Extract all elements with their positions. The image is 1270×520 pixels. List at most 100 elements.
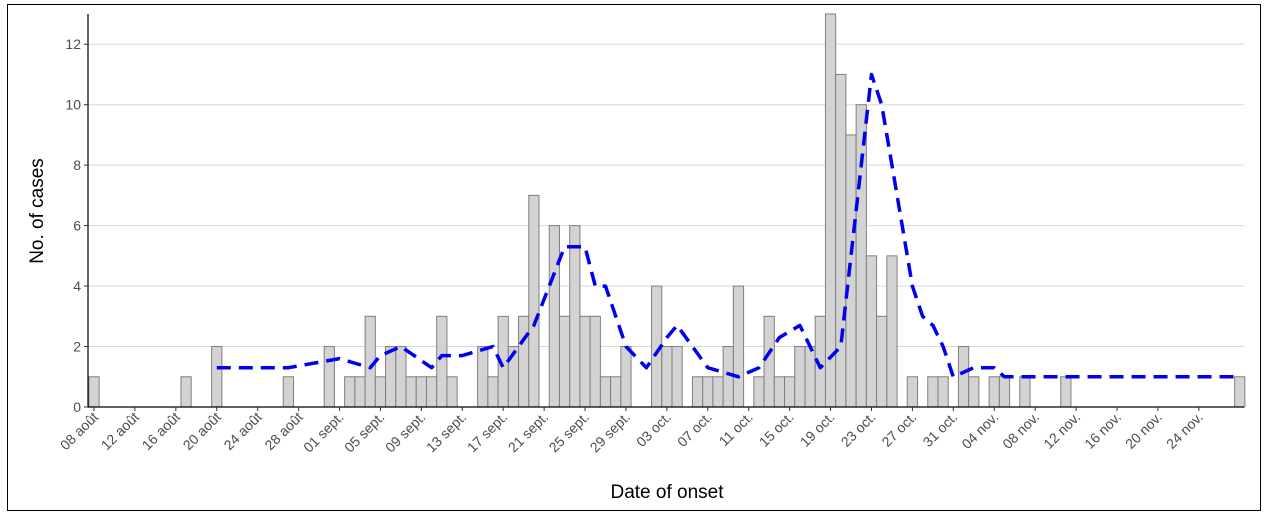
bar [691,376,704,408]
bar [712,376,724,408]
bar [865,255,878,408]
bar [385,346,397,408]
bar [487,376,499,408]
x-tick-label: 29 sept. [587,409,634,456]
bar [773,376,786,408]
bar [548,225,560,408]
bar [886,255,898,408]
chart-frame [7,4,1261,511]
bar [599,376,612,408]
bar [620,346,632,408]
bar [906,376,919,408]
bar [794,346,806,408]
y-tick-label: 12 [65,36,81,52]
bar [722,346,734,408]
bar [374,376,387,408]
x-tick-label: 20 août [180,409,224,453]
x-tick-label: 08 août [57,409,101,453]
bar [937,376,949,408]
x-tick-label: 25 sept. [546,409,593,456]
x-tick-label: 27 oct. [878,409,919,450]
x-tick-label: 20 nov. [1122,409,1165,452]
bar [518,315,530,408]
y-tick-label: 10 [65,97,81,113]
bar [988,376,1000,408]
bar [927,376,939,408]
x-tick-label: 11 oct. [716,409,756,449]
bar [282,376,294,408]
y-tick-label: 0 [73,399,81,415]
moving-average-line [216,72,1240,379]
bar [436,315,448,408]
bar [661,346,673,408]
y-tick-label: 6 [73,218,81,234]
bar [528,194,540,408]
bar [876,315,888,408]
x-tick-label: 16 août [139,409,183,453]
bar [1019,376,1031,408]
x-tick-label: 08 nov. [999,409,1042,452]
y-tick-label: 8 [73,157,81,173]
y-axis-label: No. of cases [27,158,48,264]
bar [405,376,417,408]
bar [323,346,335,408]
bar [477,346,489,408]
x-tick-label: 17 sept. [464,409,511,456]
x-tick-label: 31 oct. [919,409,960,450]
bar [569,225,581,408]
bar [1234,376,1246,408]
bar [784,376,796,408]
x-tick-label: 23 oct. [838,409,879,450]
bar [425,376,438,408]
x-tick-label: 12 nov. [1040,409,1083,452]
bar [354,376,366,408]
bar [610,376,622,408]
x-tick-label: 28 août [261,409,305,453]
bar [835,73,847,408]
bar [88,376,100,408]
x-tick-label: 04 nov. [958,409,1001,452]
bar [180,376,192,408]
x-tick-label: 21 sept. [505,409,552,456]
bar [589,315,601,408]
y-tick-label: 4 [73,278,81,294]
x-tick-label: 19 oct. [797,409,838,450]
x-tick-label: 24 nov. [1163,409,1206,452]
bar [579,315,591,408]
x-tick-label: 13 sept. [423,409,470,456]
x-tick-label: 03 oct. [633,409,674,450]
bar [211,346,223,408]
bar [446,376,458,408]
x-axis-label: Date of onset [610,482,724,503]
bar [395,346,407,408]
bar [732,285,745,408]
bar [558,315,571,408]
moving-average-series [216,72,1240,379]
x-tick-label: 07 oct. [674,409,715,450]
bar [763,315,775,408]
x-tick-label: 24 août [220,409,264,453]
bar [998,376,1011,408]
bar [671,346,683,408]
bar [415,376,427,408]
bar [968,376,980,408]
gridlines [88,43,1244,348]
x-tick-label: 01 sept. [300,409,347,456]
bar [753,376,765,408]
x-tick-label: 12 août [98,409,142,453]
axes [87,14,1244,408]
bar [957,346,970,408]
bar [702,376,714,408]
y-tick-label: 2 [73,339,81,355]
bar [1060,376,1072,408]
x-tick-label: 16 nov. [1081,409,1124,452]
bar [824,13,837,408]
x-tick-label: 05 sept. [341,409,388,456]
x-tick-label: 09 sept. [382,409,429,456]
y-axis-ticks: 0 2 4 6 8 10 12 [65,36,88,415]
bar [804,346,816,408]
x-tick-label: 15 oct. [756,409,797,450]
bars [88,13,1246,408]
